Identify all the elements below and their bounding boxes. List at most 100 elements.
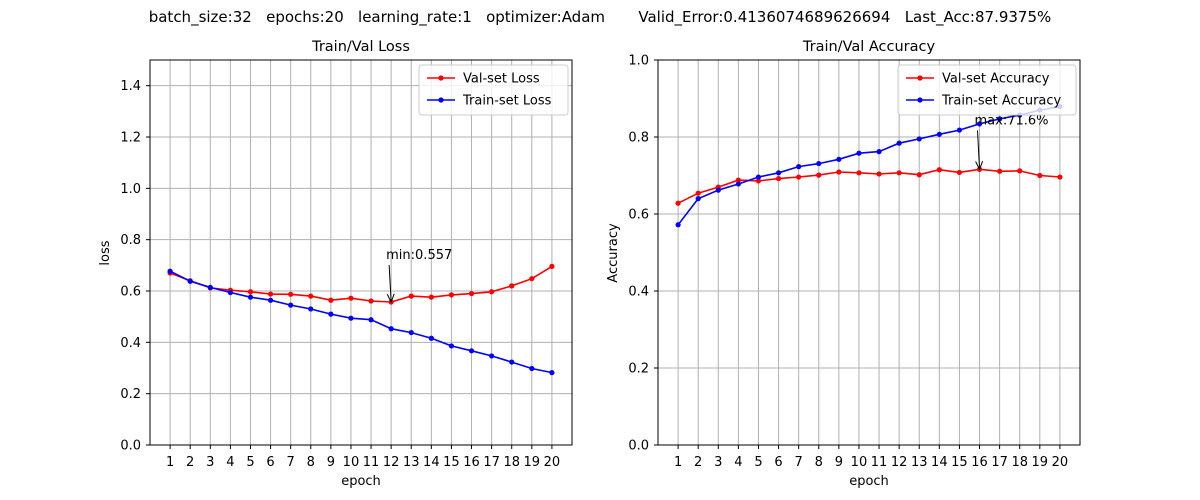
- loss-xtick-label: 8: [307, 455, 315, 470]
- loss-xtick-label: 15: [443, 455, 460, 470]
- accuracy-xtick-label: 18: [1011, 455, 1028, 470]
- accuracy-chart-xticks: 1 2 3 4 5 6 7 8 9 10 11 12 13 14 15 16 17 18 19 20: [674, 445, 1068, 470]
- accuracy-xtick-label: 1: [674, 455, 682, 470]
- accuracy-series-line-1: [677, 105, 1061, 226]
- loss-series-point-0: [267, 291, 274, 297]
- accuracy-series-point-1: [896, 140, 902, 146]
- loss-series-point-1: [408, 329, 414, 336]
- accuracy-series-point-1: [796, 164, 802, 170]
- loss-series-point-1: [348, 315, 354, 321]
- accuracy-ytick-label: 0.4: [628, 285, 649, 300]
- loss-ytick-label: 1.4: [120, 79, 141, 94]
- loss-series-line-1: [169, 270, 553, 374]
- accuracy-series-point-1: [775, 170, 782, 176]
- accuracy-xtick-label: 14: [931, 455, 948, 470]
- loss-series-point-0: [308, 293, 314, 299]
- loss-series-point-1: [489, 353, 495, 359]
- loss-series-point-0: [288, 291, 294, 297]
- loss-xtick-label: 5: [246, 455, 254, 470]
- loss-chart: Train/Val Loss 1 2 3 4 5 6 7 8 9 10 11 12 13 14 15 16 17…: [98, 39, 573, 489]
- accuracy-xtick-label: 15: [951, 455, 968, 470]
- loss-series-point-0: [468, 290, 475, 297]
- loss-series-point-0: [529, 276, 535, 282]
- accuracy-series-point-0: [735, 177, 741, 183]
- loss-xtick-label: 10: [343, 455, 360, 470]
- accuracy-series-point-1: [715, 187, 721, 193]
- accuracy-series-point-0: [1017, 168, 1023, 174]
- loss-ytick-label: 0.0: [120, 439, 141, 454]
- accuracy-legend-label: Train-set Accuracy: [941, 94, 1062, 109]
- accuracy-series-point-0: [836, 169, 842, 175]
- accuracy-ytick-label: 0.8: [628, 131, 649, 146]
- accuracy-chart-title: Train/Val Accuracy: [802, 39, 936, 55]
- loss-xtick-label: 9: [327, 455, 335, 470]
- accuracy-series-point-0: [675, 200, 681, 206]
- accuracy-xtick-label: 11: [871, 455, 888, 470]
- loss-series-point-1: [167, 268, 173, 274]
- accuracy-series-point-0: [916, 172, 922, 178]
- accuracy-series-point-1: [695, 196, 701, 202]
- accuracy-legend-swatch-marker: [917, 97, 923, 103]
- accuracy-xtick-label: 19: [1032, 455, 1049, 470]
- loss-chart-series: [167, 263, 555, 376]
- accuracy-legend-box: [897, 64, 1077, 116]
- loss-ytick-label: 0.6: [120, 285, 141, 300]
- loss-series-point-1: [448, 343, 455, 349]
- loss-series-point-1: [549, 370, 555, 376]
- loss-series-point-1: [529, 365, 535, 372]
- accuracy-xtick-label: 2: [694, 455, 702, 470]
- accuracy-xtick-label: 7: [795, 455, 803, 470]
- loss-series-point-0: [368, 298, 374, 304]
- loss-series-point-1: [428, 335, 434, 341]
- loss-xtick-label: 14: [423, 455, 440, 470]
- accuracy-series-point-0: [997, 168, 1003, 174]
- accuracy-xtick-label: 8: [815, 455, 823, 470]
- accuracy-series-point-1: [936, 131, 942, 137]
- accuracy-series-point-1: [735, 181, 741, 187]
- accuracy-series-point-0: [1057, 174, 1063, 180]
- loss-xtick-label: 17: [483, 455, 500, 470]
- loss-xtick-label: 7: [287, 455, 295, 470]
- loss-series-point-0: [509, 283, 515, 289]
- loss-chart-ylabel: loss: [98, 240, 113, 265]
- loss-xtick-label: 20: [544, 455, 561, 470]
- accuracy-chart: Train/Val Accuracy 1 2 3 4 5 6 7 8 9 10 11 12 13 14 15…: [606, 39, 1081, 489]
- accuracy-series-point-0: [956, 169, 963, 176]
- accuracy-series-point-1: [976, 121, 983, 127]
- accuracy-annotation-arrow: [977, 130, 981, 170]
- accuracy-chart-grid: [658, 59, 1080, 446]
- loss-series-point-0: [247, 289, 254, 295]
- accuracy-legend-swatch-marker: [917, 75, 923, 81]
- accuracy-xtick-label: 9: [835, 455, 843, 470]
- loss-ytick-label: 1.0: [120, 182, 141, 197]
- accuracy-xtick-label: 10: [851, 455, 868, 470]
- loss-xtick-label: 19: [524, 455, 541, 470]
- loss-series-point-0: [489, 289, 495, 295]
- accuracy-series-point-0: [936, 167, 942, 173]
- loss-legend-label: Val-set Loss: [463, 72, 540, 87]
- accuracy-series-point-1: [997, 116, 1003, 122]
- loss-series-point-1: [388, 326, 394, 332]
- loss-legend-swatch-marker: [438, 97, 444, 103]
- accuracy-series-point-1: [816, 160, 822, 167]
- loss-chart-annotation: min:0.557: [386, 248, 452, 304]
- accuracy-xtick-label: 12: [891, 455, 908, 470]
- accuracy-chart-yticks: 0.0 0.2 0.4 0.6 0.8 1.0: [628, 54, 658, 454]
- accuracy-series-point-1: [956, 127, 963, 133]
- accuracy-series-point-0: [856, 170, 862, 176]
- loss-chart-frame: [149, 59, 573, 446]
- accuracy-chart-frame: [657, 59, 1081, 446]
- loss-chart-yticks: 0.0 0.2 0.4 0.6 0.8 1.0 1.2 1.4: [120, 79, 150, 454]
- accuracy-series-point-1: [856, 150, 862, 156]
- loss-chart-grid: [150, 60, 572, 446]
- loss-chart-xlabel: epoch: [341, 474, 381, 489]
- loss-annotation-label: min:0.557: [386, 248, 452, 263]
- loss-series-point-1: [288, 302, 294, 308]
- loss-xtick-label: 1: [166, 455, 174, 470]
- accuracy-annotation-arrowhead: [975, 160, 984, 171]
- accuracy-xtick-label: 5: [754, 455, 762, 470]
- loss-series-point-0: [408, 293, 414, 299]
- loss-ytick-label: 1.2: [120, 131, 141, 146]
- loss-chart-xticks: 1 2 3 4 5 6 7 8 9 10 11 12 13 14 15 16 17 18 19 20: [166, 445, 560, 470]
